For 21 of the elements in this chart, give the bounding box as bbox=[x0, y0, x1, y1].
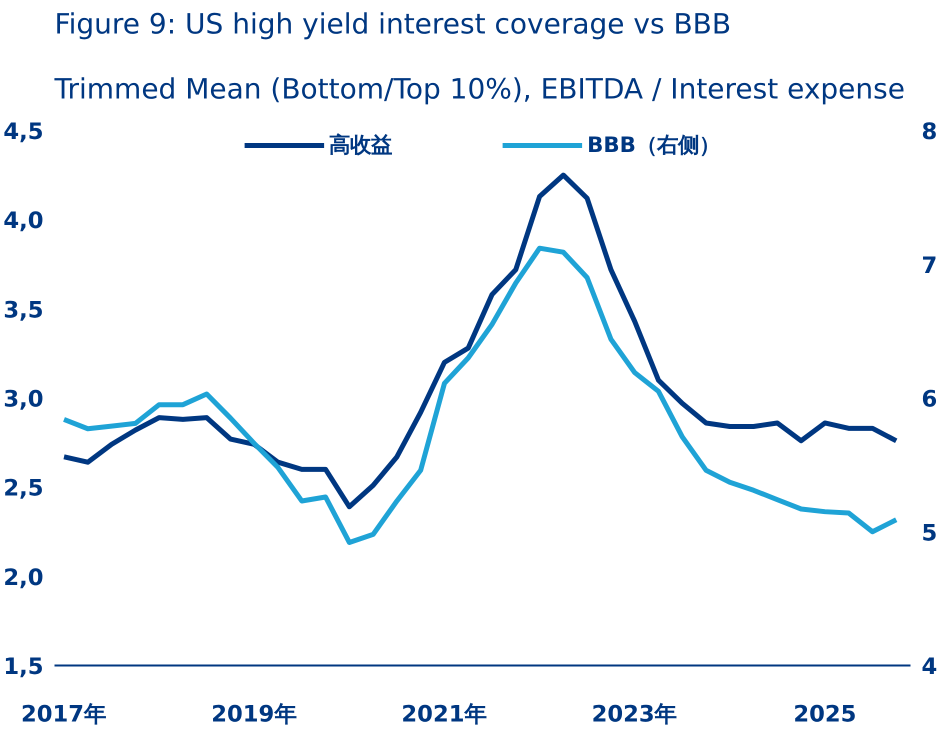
y-tick-label: 4,5 bbox=[3, 119, 44, 145]
x-tick-label: 2023年 bbox=[592, 702, 678, 728]
x-tick-label: 2021年 bbox=[401, 702, 488, 728]
y-tick-label: 3,0 bbox=[3, 386, 44, 412]
x-tick-label: 2017年 bbox=[20, 702, 108, 728]
y-tick-label: 2,0 bbox=[3, 564, 44, 591]
chart-subtitle: Trimmed Mean (Bottom/Top 10%), EBITDA / Interest expense bbox=[54, 72, 905, 106]
x-tick-label: 2019年 bbox=[211, 702, 298, 728]
chart-title: Figure 9: US high yield interest coverage vs BBB bbox=[54, 8, 732, 40]
y-tick-label: 4,0 bbox=[3, 208, 44, 234]
y2-tick-label: 6 bbox=[922, 386, 938, 412]
x-tick-label: 2025 bbox=[793, 702, 856, 728]
y2-tick-label: 8 bbox=[922, 119, 938, 145]
y-tick-label: 2,5 bbox=[3, 476, 44, 502]
y-tick-label: 1,5 bbox=[3, 654, 44, 680]
legend-label: 高收益 bbox=[329, 132, 392, 159]
legend-label: BBB（右侧） bbox=[587, 132, 720, 159]
y2-tick-label: 7 bbox=[922, 252, 938, 279]
y2-tick-label: 5 bbox=[922, 520, 938, 546]
y-tick-label: 3,5 bbox=[3, 297, 44, 324]
y2-tick-label: 4 bbox=[922, 654, 938, 680]
